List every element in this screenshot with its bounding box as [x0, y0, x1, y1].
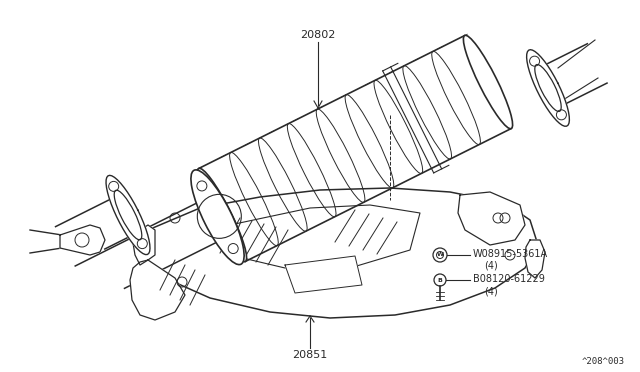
Polygon shape	[527, 50, 570, 126]
Ellipse shape	[191, 170, 244, 264]
Polygon shape	[140, 188, 538, 318]
Polygon shape	[225, 205, 420, 268]
Polygon shape	[133, 225, 155, 265]
Circle shape	[434, 274, 446, 286]
Text: 20802: 20802	[300, 30, 336, 40]
Ellipse shape	[463, 35, 513, 129]
Polygon shape	[130, 260, 185, 320]
Text: W08915-5361A: W08915-5361A	[473, 249, 548, 259]
Text: (4): (4)	[484, 286, 498, 296]
Polygon shape	[458, 192, 525, 245]
Ellipse shape	[197, 168, 246, 262]
Text: 20851: 20851	[292, 350, 328, 360]
Polygon shape	[285, 256, 362, 293]
Circle shape	[433, 248, 447, 262]
Text: B08120-61229: B08120-61229	[473, 274, 545, 284]
Polygon shape	[106, 175, 150, 254]
Polygon shape	[60, 225, 105, 255]
Text: (4): (4)	[484, 261, 498, 271]
Text: ^208^003: ^208^003	[582, 357, 625, 366]
Polygon shape	[525, 240, 545, 278]
Text: B: B	[438, 278, 442, 282]
Text: W: W	[436, 253, 444, 257]
